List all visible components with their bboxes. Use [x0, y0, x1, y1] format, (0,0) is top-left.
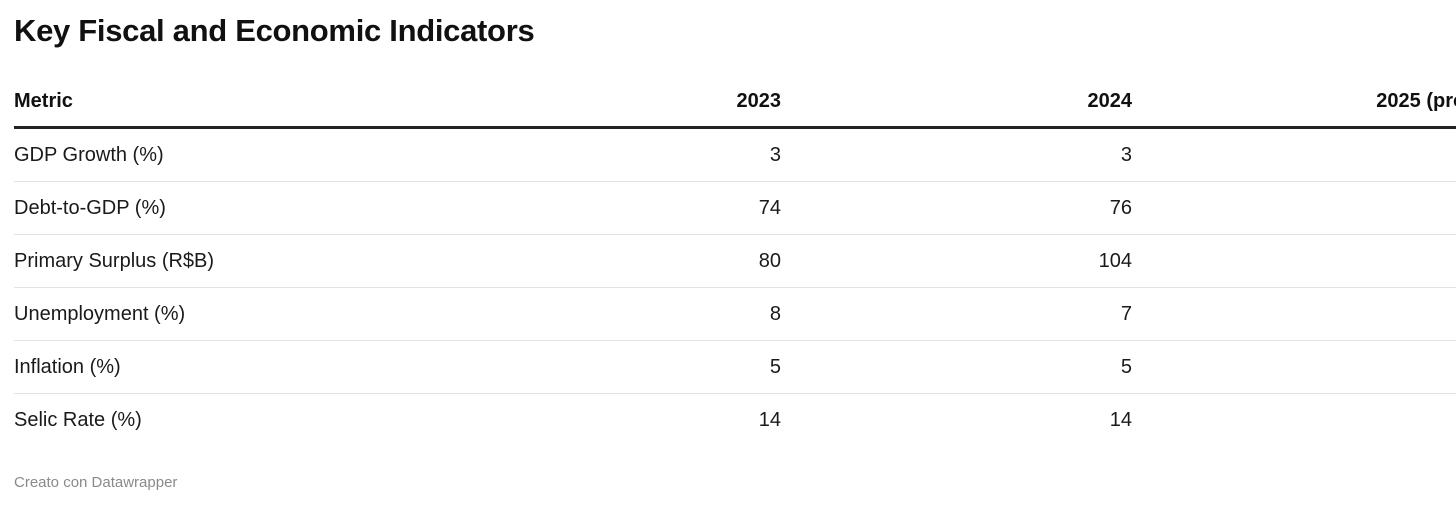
metric-cell: Unemployment (%)	[14, 287, 430, 341]
value-cell: 104	[781, 234, 1132, 288]
table-row: Debt-to-GDP (%) 74 76 78	[14, 181, 1456, 235]
value-cell: 14	[758, 408, 781, 431]
table-body: GDP Growth (%) 3 3 2 Debt-to-GDP (%) 74 …	[14, 127, 1456, 447]
value-cell: 2	[1132, 127, 1456, 182]
value-cell: 7	[781, 287, 1132, 341]
column-header-2023[interactable]: 2023	[430, 77, 781, 129]
column-header-metric[interactable]: Metric	[14, 77, 430, 129]
datawrapper-credit-link[interactable]: Creato con Datawrapper	[14, 474, 178, 491]
indicators-table: Metric 2023 2024 2025 (proj.) GDP Growth…	[14, 77, 1456, 446]
value-cell: 8	[430, 287, 781, 341]
table-row: Inflation (%) 5 5 5	[14, 340, 1456, 394]
table-row: Primary Surplus (R$B) 80 104 95	[14, 234, 1456, 288]
table-row: Unemployment (%) 8 7 6	[14, 287, 1456, 341]
value-cell: 80	[430, 234, 781, 288]
chart-title: Key Fiscal and Economic Indicators	[14, 13, 535, 48]
column-header-2025-proj[interactable]: 2025 (proj.)	[1132, 77, 1456, 129]
metric-cell: Primary Surplus (R$B)	[14, 234, 430, 288]
metric-cell: Inflation (%)	[14, 340, 430, 394]
value-cell: 3	[430, 127, 781, 182]
table-header: Metric 2023 2024 2025 (proj.)	[14, 77, 1456, 129]
value-cell: 14	[1132, 394, 1456, 447]
value-cell: 5	[430, 340, 781, 394]
table-row: GDP Growth (%) 3 3 2	[14, 127, 1456, 182]
metric-cell: Debt-to-GDP (%)	[14, 181, 430, 235]
value-cell: 3	[781, 127, 1132, 182]
header-row: Metric 2023 2024 2025 (proj.)	[14, 77, 1456, 129]
metric-cell: Selic Rate (%)	[14, 408, 142, 431]
metric-cell: GDP Growth (%)	[14, 127, 430, 182]
value-cell: 78	[1132, 181, 1456, 235]
value-cell: 76	[781, 181, 1132, 235]
table-row: Selic Rate (%) 14 14 14	[14, 394, 1456, 447]
value-cell: 5	[781, 340, 1132, 394]
value-cell: 74	[430, 181, 781, 235]
value-cell: 95	[1132, 234, 1456, 288]
value-cell: 6	[1132, 287, 1456, 341]
column-header-2024[interactable]: 2024	[781, 77, 1132, 129]
value-cell: 5	[1132, 340, 1456, 394]
value-cell: 14	[1109, 408, 1132, 431]
